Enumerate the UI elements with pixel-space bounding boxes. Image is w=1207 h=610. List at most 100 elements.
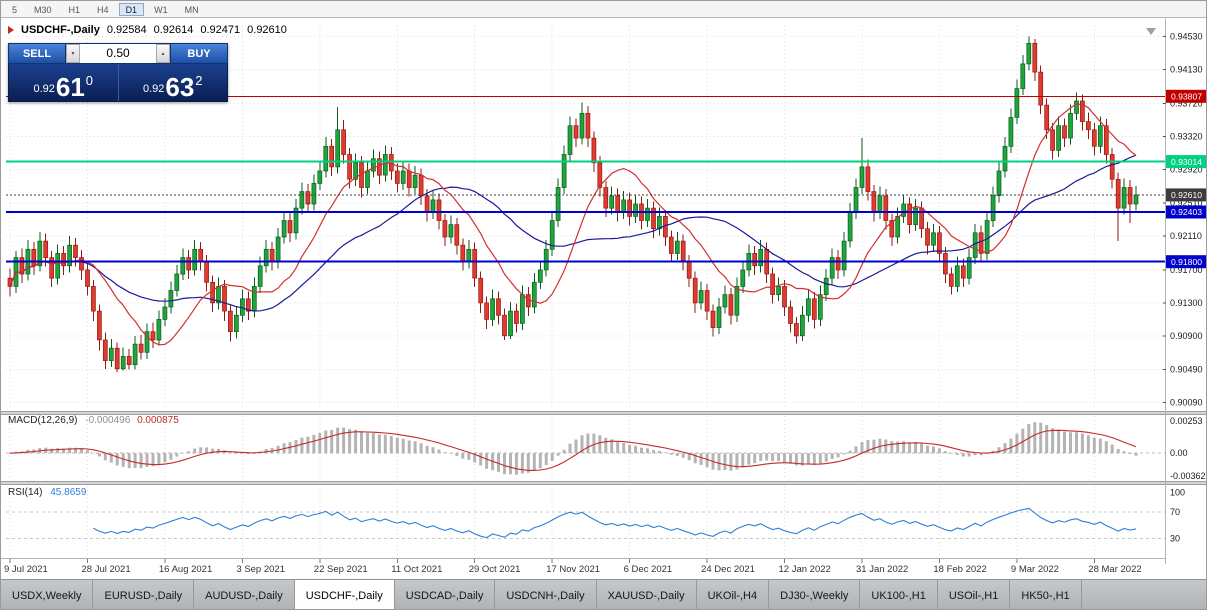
ma-slow-line [9, 154, 1137, 312]
svg-text:9 Jul 2021: 9 Jul 2021 [4, 564, 48, 575]
volume-input[interactable]: ▾ 0.50 ▴ [66, 43, 170, 64]
timeframe-button-h1[interactable]: H1 [62, 3, 88, 16]
ohlc-low: 0.92471 [200, 24, 241, 36]
price-tag-0.92610 [1166, 188, 1206, 202]
timeframe-button-h4[interactable]: H4 [90, 3, 116, 16]
timeframe-button-d1[interactable]: D1 [118, 2, 145, 16]
buy-button[interactable]: BUY [170, 43, 228, 64]
sell-price-display[interactable]: 0.92 61 0 [9, 64, 119, 101]
chart-symbol-icon [8, 26, 14, 34]
buy-price-display[interactable]: 0.92 63 2 [119, 64, 228, 101]
svg-text:0.93320: 0.93320 [1170, 131, 1203, 141]
svg-text:0.93014: 0.93014 [1171, 157, 1202, 167]
svg-text:11 Oct 2021: 11 Oct 2021 [391, 564, 442, 575]
buy-price-base: 0.92 [142, 83, 165, 95]
svg-text:12 Jan 2022: 12 Jan 2022 [779, 564, 831, 575]
symbol-info: USDCHF-,Daily 0.92584 0.92614 0.92471 0.… [8, 24, 287, 36]
sell-button[interactable]: SELL [8, 43, 66, 64]
chart-tab-eurusd-daily[interactable]: EURUSD-,Daily [93, 580, 195, 609]
svg-text:0.91300: 0.91300 [1170, 298, 1203, 308]
chart-window: 0.94530 0.94130 0.93720 0.93320 0.92920 0.925… [1, 18, 1206, 579]
svg-text:0.90900: 0.90900 [1170, 331, 1203, 341]
timeframe-button-mn[interactable]: MN [178, 3, 206, 16]
price-tag-0.92403 [1166, 205, 1206, 219]
svg-text:30: 30 [1170, 533, 1180, 543]
macd-indicator-label: MACD(12,26,9) -0.000496 0.000875 [8, 415, 179, 426]
svg-text:28 Mar 2022: 28 Mar 2022 [1088, 564, 1141, 575]
price-tag-0.93014 [1166, 155, 1206, 169]
chart-tab-usoil-h1[interactable]: USOil-,H1 [938, 580, 1011, 609]
svg-text:0.94530: 0.94530 [1170, 32, 1203, 42]
svg-text:31 Jan 2022: 31 Jan 2022 [856, 564, 908, 575]
sell-price-big: 61 [55, 71, 85, 102]
svg-text:28 Jul 2021: 28 Jul 2021 [82, 564, 131, 575]
chart-tab-usdchf-daily[interactable]: USDCHF-,Daily [294, 580, 395, 609]
svg-text:0.93720: 0.93720 [1170, 98, 1203, 108]
volume-value[interactable]: 0.50 [106, 46, 130, 60]
macd-signal-value: 0.000875 [137, 415, 179, 426]
buy-price-big: 63 [165, 71, 195, 102]
symbol-name: USDCHF-,Daily [21, 24, 100, 36]
svg-text:29 Oct 2021: 29 Oct 2021 [469, 564, 521, 575]
ma-fast-line [9, 103, 1137, 346]
sell-price-pip: 0 [85, 73, 94, 88]
price-tag-0.93807 [1166, 89, 1206, 103]
svg-text:3 Sep 2021: 3 Sep 2021 [236, 564, 285, 575]
chart-tab-hk50-h1[interactable]: HK50-,H1 [1010, 580, 1082, 609]
svg-text:6 Dec 2021: 6 Dec 2021 [624, 564, 673, 575]
macd-axis: 0.00253 0.00 -0.00362 [1170, 416, 1206, 481]
svg-text:24 Dec 2021: 24 Dec 2021 [701, 564, 755, 575]
ohlc-close: 0.92610 [247, 24, 287, 36]
chart-tab-uk100-h1[interactable]: UK100-,H1 [860, 580, 938, 609]
ohlc-high: 0.92614 [153, 24, 194, 36]
chart-shift-marker-icon[interactable] [1146, 28, 1157, 35]
buy-price-pip: 2 [195, 73, 203, 88]
timeframe-button-m30[interactable]: M30 [27, 3, 59, 16]
price-tags: 0.93807 0.93014 0.92610 0.92403 0.91800 [1166, 89, 1206, 269]
svg-text:0.94130: 0.94130 [1170, 65, 1203, 75]
rsi-name: RSI(14) [8, 487, 43, 498]
svg-text:0.92403: 0.92403 [1171, 207, 1202, 217]
price-tag-0.91800 [1166, 255, 1206, 269]
svg-text:22 Sep 2021: 22 Sep 2021 [314, 564, 368, 575]
timeframe-button-w1[interactable]: W1 [147, 3, 175, 16]
chart-tab-dj30-weekly[interactable]: DJ30-,Weekly [769, 580, 861, 609]
chart-tab-usdcnh-daily[interactable]: USDCNH-,Daily [495, 580, 597, 609]
one-click-trading-panel: SELL ▾ 0.50 ▴ BUY 0.92 61 0 0.92 63 2 [8, 43, 228, 102]
rsi-indicator-label: RSI(14) 45.8659 [8, 487, 86, 498]
svg-text:0.93807: 0.93807 [1171, 91, 1202, 101]
svg-text:100: 100 [1170, 488, 1185, 498]
chart-canvas: 0.94530 0.94130 0.93720 0.93320 0.92920 0.925… [1, 18, 1206, 579]
svg-text:0.90490: 0.90490 [1170, 365, 1203, 375]
chart-tab-usdx-weekly[interactable]: USDX,Weekly [1, 580, 94, 609]
svg-text:0.00: 0.00 [1170, 448, 1188, 458]
rsi-value: 45.8659 [50, 487, 87, 498]
chart-tab-audusd-daily[interactable]: AUDUSD-,Daily [194, 580, 295, 609]
timeframe-button-5[interactable]: 5 [5, 3, 24, 16]
rsi-line [93, 507, 1137, 539]
chart-tab-ukoil-h4[interactable]: UKOil-,H4 [697, 580, 770, 609]
price-axis: 0.94530 0.94130 0.93720 0.93320 0.92920 0.925… [1163, 32, 1203, 408]
svg-text:0.90090: 0.90090 [1170, 398, 1203, 408]
ohlc-open: 0.92584 [106, 24, 147, 36]
chart-tab-usdcad-daily[interactable]: USDCAD-,Daily [395, 580, 496, 609]
volume-up-button[interactable]: ▴ [156, 44, 170, 63]
svg-text:0.92610: 0.92610 [1171, 190, 1202, 200]
svg-text:70: 70 [1170, 507, 1180, 517]
chart-tab-xauusd-daily[interactable]: XAUUSD-,Daily [597, 580, 697, 609]
chart-tab-bar: USDX,Weekly EURUSD-,Daily AUDUSD-,Daily USD… [1, 579, 1206, 609]
rsi-axis: 100 70 30 [1170, 488, 1185, 544]
svg-text:9 Mar 2022: 9 Mar 2022 [1011, 564, 1059, 575]
sell-price-base: 0.92 [33, 83, 55, 95]
macd-main-value: -0.000496 [85, 415, 131, 426]
timeframe-toolbar: 5 M30 H1 H4 D1 W1 MN [1, 1, 1206, 18]
svg-text:0.91700: 0.91700 [1170, 265, 1203, 275]
svg-text:16 Aug 2021: 16 Aug 2021 [159, 564, 212, 575]
svg-text:0.00253: 0.00253 [1170, 416, 1203, 426]
svg-text:17 Nov 2021: 17 Nov 2021 [546, 564, 600, 575]
volume-down-button[interactable]: ▾ [66, 44, 80, 63]
svg-text:0.92110: 0.92110 [1170, 231, 1202, 241]
svg-text:0.92920: 0.92920 [1170, 164, 1203, 174]
svg-text:0.91800: 0.91800 [1171, 257, 1202, 267]
